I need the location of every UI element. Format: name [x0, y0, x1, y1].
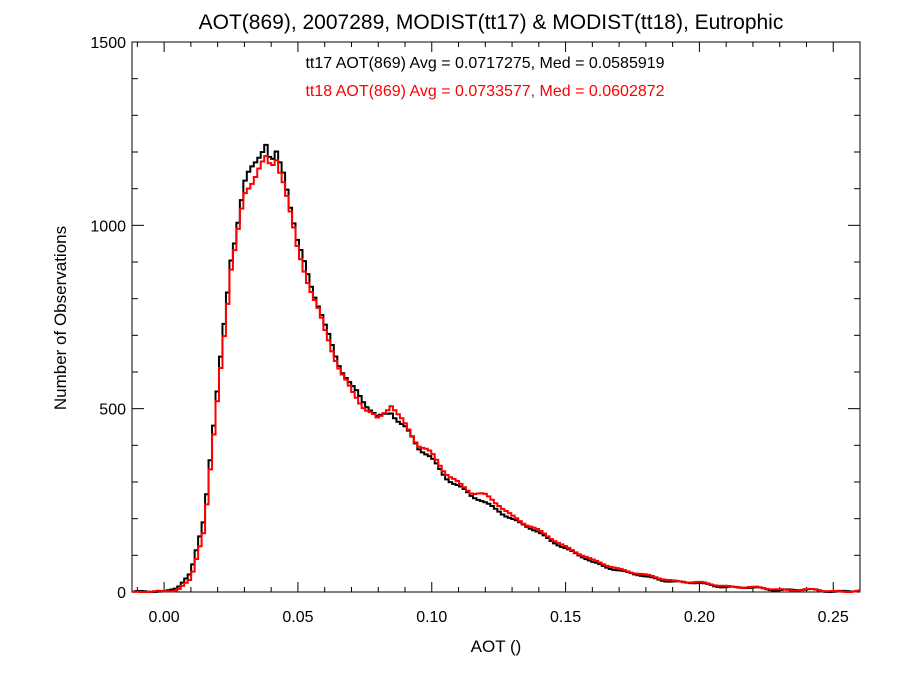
x-axis: 0.00 0.05 0.10 0.15 0.20 0.25 [136, 42, 861, 626]
y-tick-label: 1000 [90, 218, 126, 235]
y-axis-label: Number of Observations [51, 226, 70, 410]
x-axis-label: AOT () [471, 637, 522, 656]
y-axis: 0 500 1000 1500 [90, 35, 860, 602]
series-line-tt18 [132, 155, 861, 593]
x-tick-label: 0.10 [416, 609, 447, 626]
plot-area [132, 143, 861, 593]
chart-title: AOT(869), 2007289, MODIST(tt17) & MODIST… [199, 11, 784, 34]
y-tick-label: 500 [99, 402, 126, 419]
x-tick-label: 0.05 [282, 609, 313, 626]
plot-frame [131, 41, 861, 593]
x-tick-label: 0.25 [818, 609, 849, 626]
x-tick-label: 0.20 [684, 609, 715, 626]
annotation-tt18: tt18 AOT(869) Avg = 0.0733577, Med = 0.0… [305, 83, 664, 100]
y-tick-label: 0 [117, 585, 126, 602]
x-tick-label: 0.00 [149, 609, 180, 626]
annotation-tt17: tt17 AOT(869) Avg = 0.0717275, Med = 0.0… [305, 55, 664, 72]
series-line-tt17 [132, 143, 861, 593]
y-tick-label: 1500 [90, 35, 126, 52]
x-tick-label: 0.15 [550, 609, 581, 626]
